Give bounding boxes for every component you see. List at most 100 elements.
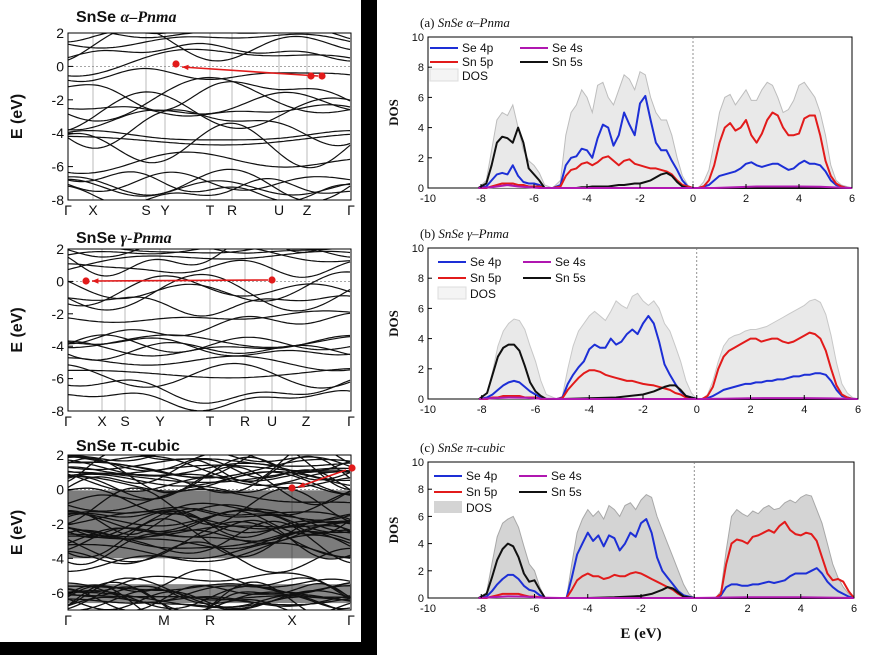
x-tick-label: 2 <box>747 404 753 416</box>
dos-panel-title-text: SnSe π-cubic <box>438 440 506 455</box>
y-tick-label: -4 <box>52 550 65 566</box>
band-title-prefix: SnSe <box>76 230 120 247</box>
y-tick-label: 8 <box>418 273 424 285</box>
band-edge-marker <box>172 60 180 68</box>
band-edge-marker <box>82 277 90 285</box>
x-axis-label: E (eV) <box>620 626 661 642</box>
band-curve <box>68 275 351 307</box>
dos-panel-a: -10 -8 -6 -4 -2 0 2 4 6 0 2 4 6 8 10 (a) SnSe α–Pnma DOS… <box>386 15 855 205</box>
k-point-label: X <box>97 413 107 429</box>
legend-label: Sn 5s <box>555 271 586 285</box>
band-curve <box>68 249 351 263</box>
y-tick-label: 2 <box>56 447 64 463</box>
band-curve <box>68 178 351 197</box>
y-tick-label: -2 <box>52 92 65 108</box>
legend-label: DOS <box>466 501 492 515</box>
y-tick-label: 8 <box>418 62 424 74</box>
y-tick-label: 10 <box>412 243 424 255</box>
y-tick-label: -6 <box>52 371 65 387</box>
dos-panel-c: -10 -8 -6 -4 -2 0 2 4 6 0 2 4 6 8 10 (c) SnSe π-cubic DO… <box>386 440 857 642</box>
band-gap-arrow <box>297 469 347 488</box>
band-curve <box>68 81 351 112</box>
k-point-label: Y <box>155 413 165 429</box>
x-tick-label: -6 <box>531 404 541 416</box>
y-tick-label: 10 <box>412 457 424 469</box>
y-tick-label: 2 <box>56 25 64 41</box>
band-curve <box>68 171 350 200</box>
legend-label: DOS <box>462 69 488 83</box>
band-gap-arrow <box>181 66 319 77</box>
k-point-label: Y <box>160 202 170 218</box>
y-tick-label: 6 <box>418 303 424 315</box>
band-title-phase: γ-Pnma <box>120 230 171 247</box>
legend-swatch-dos <box>434 501 462 513</box>
band-curve <box>68 455 351 482</box>
band-curve <box>68 76 351 122</box>
divider <box>361 0 377 655</box>
legend-swatch-dos <box>429 68 459 82</box>
band-curve <box>68 249 324 277</box>
y-tick-label: 6 <box>418 92 424 104</box>
series-line-se-4s <box>478 184 853 189</box>
dos-panel-title-text: SnSe γ–Pnma <box>438 226 509 241</box>
y-tick-label: -8 <box>52 192 65 208</box>
band-curve <box>68 455 351 483</box>
dos-total-line <box>478 292 859 400</box>
y-tick-label: 2 <box>418 364 424 376</box>
band-curve <box>68 249 337 258</box>
band-curve <box>68 342 351 361</box>
band-curve <box>68 334 351 349</box>
band-edge-marker <box>318 72 326 80</box>
k-point-label: Γ <box>64 612 72 628</box>
k-point-label: Γ <box>347 413 355 429</box>
band-curve <box>68 310 351 324</box>
legend-label: Sn 5s <box>552 55 583 69</box>
band-curve <box>107 33 265 39</box>
x-tick-label: -10 <box>420 603 436 615</box>
band-curve <box>115 249 351 258</box>
band-edge-marker <box>268 276 276 284</box>
band-panel-alpha: SnSe α–Pnma 20-2-4-6-8Γ X S Y T R U Z ΓE (eV) <box>9 9 355 218</box>
lower-band-mass <box>68 584 351 604</box>
k-point-label: M <box>158 612 170 628</box>
x-tick-label: 4 <box>801 404 807 416</box>
band-curve <box>68 337 351 357</box>
y-tick-label: 0 <box>56 481 64 497</box>
legend-label: Se 4p <box>466 469 498 483</box>
x-tick-label: -2 <box>638 404 648 416</box>
dos-panel-title-text: SnSe α–Pnma <box>438 15 511 30</box>
y-axis-label: DOS <box>386 517 401 544</box>
x-tick-label: 6 <box>851 603 857 615</box>
y-tick-label: -2 <box>52 516 65 532</box>
band-curve <box>68 33 351 49</box>
band-curve <box>68 168 351 200</box>
y-axis-label: DOS <box>386 99 401 126</box>
y-tick-label: -6 <box>52 585 65 601</box>
y-tick-label: 0 <box>418 183 424 195</box>
legend-label: Se 4p <box>470 255 502 269</box>
y-tick-label: -6 <box>52 159 65 175</box>
y-axis-label: DOS <box>386 310 401 337</box>
band-curve <box>68 459 351 482</box>
band-curve <box>68 379 351 404</box>
band-curve <box>68 368 351 379</box>
x-tick-label: -8 <box>476 603 486 615</box>
bottom-strip <box>0 642 361 655</box>
k-point-label: S <box>120 413 129 429</box>
x-tick-label: -10 <box>420 404 436 416</box>
x-tick-label: -2 <box>636 603 646 615</box>
band-curve <box>68 91 351 131</box>
y-tick-label: -4 <box>52 338 65 354</box>
plot-frame <box>67 248 352 412</box>
band-gap-arrowhead <box>182 64 189 71</box>
band-curve <box>68 122 351 169</box>
k-point-label: Z <box>302 413 311 429</box>
y-tick-label: -2 <box>52 306 65 322</box>
dos-total-line <box>478 70 853 189</box>
x-tick-label: -10 <box>420 193 436 205</box>
band-title-prefix: SnSe <box>76 9 120 26</box>
legend-label: DOS <box>470 287 496 301</box>
band-panel-cubic: SnSe π-cubic 2 0 -2 -4 -6 Γ M R X Γ E (eV) <box>9 438 356 628</box>
band-panel-gamma: SnSe γ-Pnma 20-2-4-6-8Γ X S Y T R U Z ΓE (eV) <box>9 230 355 429</box>
k-point-label: Γ <box>347 202 355 218</box>
